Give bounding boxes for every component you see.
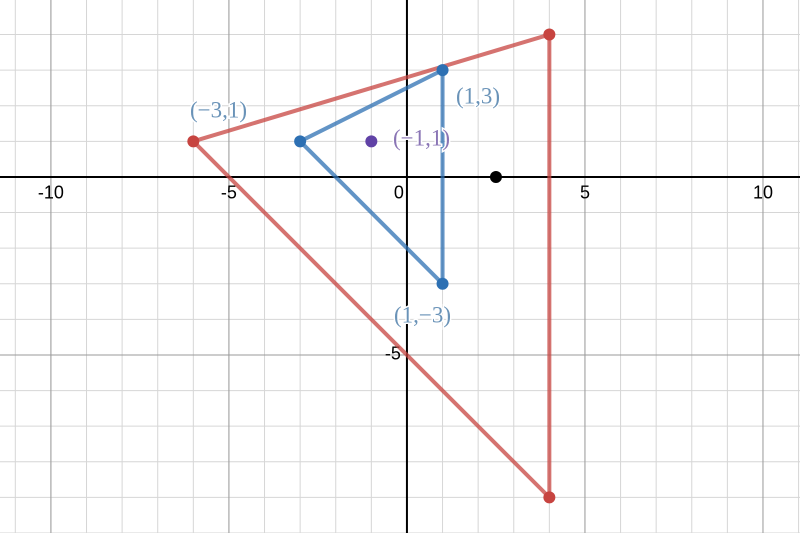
point [543,28,556,41]
point [187,135,200,148]
polygon [298,68,445,286]
x-tick-label: 0 [394,183,404,203]
x-tick-label: -5 [221,183,237,203]
point [543,491,556,504]
annotation: (−1,1) [393,125,450,150]
point [365,135,378,148]
x-tick-label: 10 [753,183,773,203]
point [294,135,307,148]
point [436,64,449,77]
annotation: (1,−3) [394,302,451,327]
x-tick-label: -10 [38,183,64,203]
y-tick-label: -5 [385,344,401,364]
polygon [191,32,552,500]
point [489,170,502,183]
point [436,277,449,290]
x-tick-label: 5 [580,183,590,203]
annotation: (1,3) [456,83,500,108]
annotation: (−3,1) [190,97,247,122]
